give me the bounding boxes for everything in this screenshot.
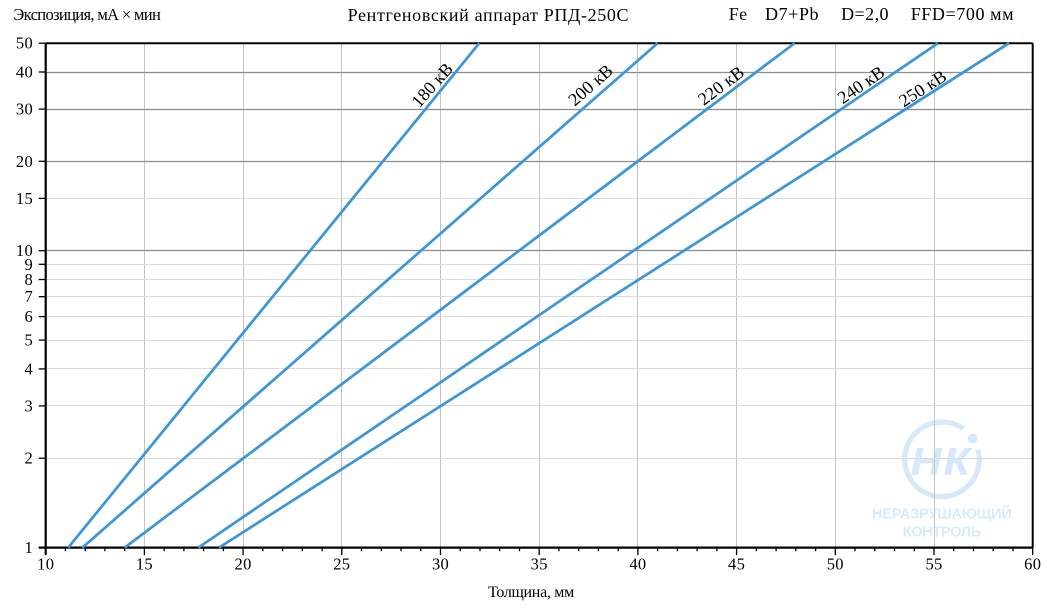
svg-text:45: 45 (728, 555, 745, 574)
svg-text:Рентгеновский аппарат РПД-250С: Рентгеновский аппарат РПД-250С (348, 5, 630, 25)
svg-text:30: 30 (432, 555, 449, 574)
svg-text:3: 3 (24, 396, 33, 415)
svg-text:Fe: Fe (729, 4, 748, 24)
svg-text:20: 20 (235, 555, 252, 574)
svg-text:Толщина, мм: Толщина, мм (488, 584, 574, 601)
svg-text:8: 8 (24, 270, 33, 289)
svg-text:FFD=700 мм: FFD=700 мм (911, 4, 1014, 24)
svg-text:10: 10 (37, 555, 54, 574)
svg-text:5: 5 (24, 331, 33, 350)
svg-text:40: 40 (16, 63, 33, 82)
svg-text:D7+Pb: D7+Pb (765, 4, 819, 24)
svg-text:6: 6 (24, 307, 33, 326)
svg-text:15: 15 (136, 555, 153, 574)
svg-text:4: 4 (24, 359, 33, 378)
svg-text:30: 30 (16, 100, 33, 119)
svg-text:25: 25 (333, 555, 350, 574)
svg-text:20: 20 (16, 152, 33, 171)
svg-text:Экспозиция, мА × мин: Экспозиция, мА × мин (13, 5, 161, 24)
svg-text:35: 35 (531, 555, 548, 574)
svg-text:НЕРАЗРУШАЮЩИЙ: НЕРАЗРУШАЮЩИЙ (872, 505, 1012, 523)
svg-text:КОНТРОЛЬ: КОНТРОЛЬ (903, 525, 981, 541)
svg-text:2: 2 (24, 449, 33, 468)
svg-text:50: 50 (16, 34, 33, 53)
svg-text:7: 7 (24, 287, 33, 306)
svg-text:50: 50 (827, 555, 844, 574)
svg-text:60: 60 (1024, 555, 1041, 574)
svg-text:D=2,0: D=2,0 (841, 4, 889, 24)
svg-text:55: 55 (925, 555, 942, 574)
svg-text:10: 10 (16, 241, 33, 260)
svg-text:40: 40 (629, 555, 646, 574)
svg-text:1: 1 (24, 538, 33, 557)
svg-text:9: 9 (24, 255, 33, 274)
svg-text:15: 15 (16, 189, 33, 208)
svg-text:НК: НК (911, 441, 972, 483)
